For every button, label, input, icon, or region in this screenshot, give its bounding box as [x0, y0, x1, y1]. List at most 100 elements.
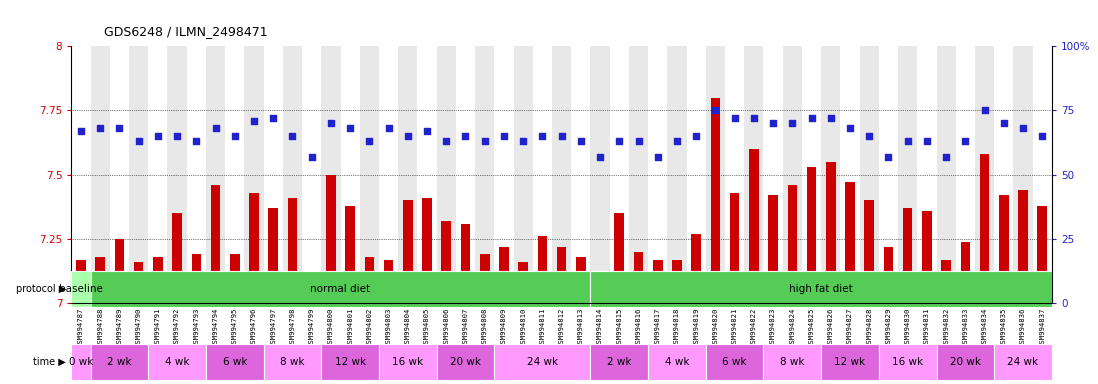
Bar: [571, 46, 591, 303]
Bar: [878, 46, 898, 303]
Point: [784, 120, 802, 126]
Bar: [130, 46, 148, 303]
Bar: [994, 344, 1052, 380]
Bar: [360, 46, 379, 303]
Bar: [648, 344, 706, 380]
Point: [841, 125, 859, 131]
Bar: [399, 46, 417, 303]
Bar: [686, 46, 706, 303]
Bar: [148, 46, 168, 303]
Bar: [955, 46, 975, 303]
Bar: [500, 247, 508, 303]
Bar: [379, 46, 399, 303]
Bar: [211, 185, 221, 303]
Bar: [878, 344, 937, 380]
Bar: [864, 200, 874, 303]
Text: baseline: baseline: [59, 284, 103, 294]
Bar: [153, 257, 163, 303]
Text: 12 wk: 12 wk: [834, 357, 865, 367]
Bar: [480, 255, 490, 303]
Bar: [379, 344, 437, 380]
Bar: [763, 344, 821, 380]
Bar: [725, 46, 744, 303]
Point: [91, 125, 109, 131]
Bar: [114, 239, 124, 303]
Bar: [629, 46, 648, 303]
Bar: [346, 205, 355, 303]
Bar: [172, 214, 182, 303]
Bar: [744, 46, 763, 303]
Bar: [668, 46, 686, 303]
Bar: [821, 344, 878, 380]
Bar: [326, 175, 336, 303]
Bar: [456, 46, 475, 303]
Bar: [91, 344, 148, 380]
Bar: [922, 211, 932, 303]
Point: [72, 128, 90, 134]
Text: time ▶: time ▶: [33, 357, 66, 367]
Bar: [322, 46, 340, 303]
Bar: [615, 214, 624, 303]
Point: [669, 138, 686, 144]
Bar: [249, 193, 259, 303]
Text: 4 wk: 4 wk: [165, 357, 189, 367]
Bar: [692, 234, 701, 303]
Bar: [941, 260, 951, 303]
Bar: [961, 242, 971, 303]
Point: [534, 133, 551, 139]
Bar: [1032, 46, 1052, 303]
Text: 0 wk: 0 wk: [69, 357, 93, 367]
Bar: [168, 46, 187, 303]
Bar: [494, 344, 591, 380]
Point: [610, 138, 628, 144]
Point: [1033, 133, 1051, 139]
Bar: [437, 344, 494, 380]
Bar: [845, 182, 855, 303]
Bar: [826, 162, 836, 303]
Bar: [283, 46, 302, 303]
Bar: [225, 46, 245, 303]
Point: [130, 138, 147, 144]
Bar: [648, 46, 668, 303]
Bar: [302, 46, 322, 303]
Bar: [802, 46, 821, 303]
Point: [265, 115, 282, 121]
Bar: [1018, 190, 1028, 303]
Bar: [96, 257, 105, 303]
Text: 16 wk: 16 wk: [893, 357, 923, 367]
Text: protocol ▶: protocol ▶: [15, 284, 66, 294]
Bar: [609, 46, 629, 303]
Point: [764, 120, 782, 126]
Bar: [653, 260, 662, 303]
Bar: [1038, 205, 1047, 303]
Bar: [884, 247, 894, 303]
Bar: [268, 208, 278, 303]
Bar: [937, 344, 994, 380]
Bar: [76, 260, 86, 303]
Bar: [229, 255, 239, 303]
Bar: [903, 208, 912, 303]
Bar: [821, 46, 840, 303]
Bar: [384, 260, 393, 303]
Bar: [937, 46, 955, 303]
Bar: [860, 46, 878, 303]
Bar: [134, 262, 144, 303]
Bar: [206, 344, 264, 380]
Bar: [591, 344, 648, 380]
Point: [168, 133, 186, 139]
Bar: [437, 46, 456, 303]
Bar: [441, 221, 451, 303]
Bar: [71, 46, 91, 303]
Bar: [538, 237, 547, 303]
Point: [475, 138, 493, 144]
Bar: [999, 195, 1009, 303]
Text: normal diet: normal diet: [311, 284, 371, 294]
Bar: [763, 46, 783, 303]
Bar: [557, 247, 567, 303]
Point: [245, 118, 262, 124]
Point: [918, 138, 935, 144]
Point: [746, 115, 763, 121]
Text: 6 wk: 6 wk: [722, 357, 747, 367]
Bar: [518, 262, 528, 303]
Bar: [591, 46, 609, 303]
